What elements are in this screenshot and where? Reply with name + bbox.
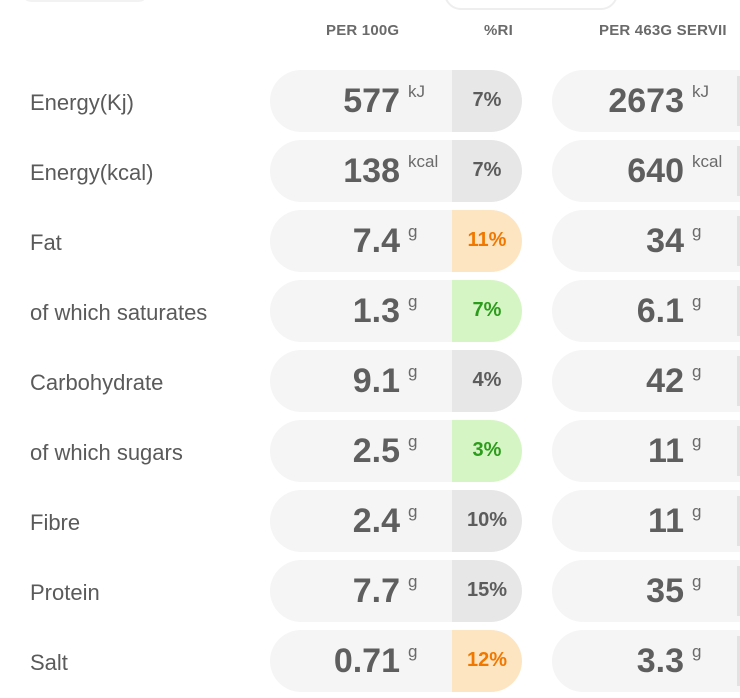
nutrient-row: Carbohydrate 9.1 g 4% 42 g bbox=[0, 350, 740, 412]
per-serving-value: 3.3 bbox=[636, 642, 684, 680]
per-serving-unit: g bbox=[692, 502, 702, 521]
ri-badge: 15% bbox=[452, 560, 522, 622]
per-serving-unit: g bbox=[692, 642, 702, 661]
serving-column-edge bbox=[737, 426, 740, 476]
top-tab-pill[interactable] bbox=[20, 0, 150, 2]
per-100g-value: 9.1 bbox=[352, 362, 400, 400]
nutrient-label: Salt bbox=[30, 650, 68, 675]
per-serving-value: 640 bbox=[627, 152, 684, 190]
per-serving-value: 35 bbox=[646, 572, 684, 610]
nutrient-label: of which saturates bbox=[30, 300, 208, 325]
per-100g-cell: 7.4 g 11% bbox=[270, 210, 522, 272]
per-100g-value: 2.5 bbox=[352, 432, 400, 470]
per-serving-cell: 34 g bbox=[552, 210, 740, 272]
per-100g-value: 0.71 bbox=[333, 642, 400, 680]
serving-column-edge bbox=[737, 76, 740, 126]
per-100g-cell: 7.7 g 15% bbox=[270, 560, 522, 622]
nutrient-row: Energy(kcal) 138 kcal 7% 640 kcal bbox=[0, 140, 740, 202]
nutrient-row: of which sugars 2.5 g 3% 11 g bbox=[0, 420, 740, 482]
per-100g-value: 2.4 bbox=[352, 502, 400, 540]
nutrient-row: Protein 7.7 g 15% 35 g bbox=[0, 560, 740, 622]
ri-badge: 12% bbox=[452, 630, 522, 692]
per-100g-cell: 2.5 g 3% bbox=[270, 420, 522, 482]
per-serving-value: 2673 bbox=[608, 82, 684, 120]
per-100g-unit: g bbox=[408, 432, 418, 451]
per-serving-cell: 42 g bbox=[552, 350, 740, 412]
serving-column-edge bbox=[737, 146, 740, 196]
per-100g-unit: kJ bbox=[408, 82, 425, 101]
nutrient-label: Fat bbox=[30, 230, 62, 255]
serving-column-edge bbox=[737, 356, 740, 406]
per-serving-value: 34 bbox=[646, 222, 684, 260]
nutrient-label: of which sugars bbox=[30, 440, 183, 465]
per-serving-value: 11 bbox=[648, 432, 684, 470]
top-toggle-pill[interactable] bbox=[444, 0, 618, 10]
per-serving-cell: 6.1 g bbox=[552, 280, 740, 342]
per-serving-value: 6.1 bbox=[636, 292, 684, 330]
per-serving-unit: g bbox=[692, 222, 702, 241]
nutrient-row: of which saturates 1.3 g 7% 6.1 g bbox=[0, 280, 740, 342]
ri-badge: 7% bbox=[452, 140, 522, 202]
per-100g-value: 7.7 bbox=[352, 572, 400, 610]
per-serving-unit: g bbox=[692, 572, 702, 591]
per-100g-value: 138 bbox=[343, 152, 400, 190]
per-100g-unit: g bbox=[408, 502, 418, 521]
serving-column-edge bbox=[737, 636, 740, 686]
nutrient-label: Carbohydrate bbox=[30, 370, 164, 395]
per-100g-unit: g bbox=[408, 642, 418, 661]
ri-badge: 7% bbox=[452, 70, 522, 132]
header-per-100g: PER 100G bbox=[326, 22, 400, 39]
per-100g-value: 7.4 bbox=[352, 222, 400, 260]
per-serving-cell: 35 g bbox=[552, 560, 740, 622]
header-per-serving: PER 463G SERVII bbox=[599, 22, 727, 39]
per-100g-cell: 9.1 g 4% bbox=[270, 350, 522, 412]
per-100g-unit: g bbox=[408, 572, 418, 591]
ri-badge: 7% bbox=[452, 280, 522, 342]
nutrient-row: Fibre 2.4 g 10% 11 g bbox=[0, 490, 740, 552]
nutrient-label: Energy(Kj) bbox=[30, 90, 134, 115]
per-serving-unit: kJ bbox=[692, 82, 709, 101]
per-100g-cell: 0.71 g 12% bbox=[270, 630, 522, 692]
header-ri: %RI bbox=[484, 22, 513, 39]
serving-column-edge bbox=[737, 216, 740, 266]
serving-column-edge bbox=[737, 496, 740, 546]
per-serving-cell: 640 kcal bbox=[552, 140, 740, 202]
ri-badge: 11% bbox=[452, 210, 522, 272]
per-serving-value: 11 bbox=[648, 502, 684, 540]
nutrient-row: Fat 7.4 g 11% 34 g bbox=[0, 210, 740, 272]
serving-column-edge bbox=[737, 566, 740, 616]
ri-badge: 4% bbox=[452, 350, 522, 412]
nutrient-row: Salt 0.71 g 12% 3.3 g bbox=[0, 630, 740, 692]
per-100g-value: 1.3 bbox=[352, 292, 400, 330]
ri-badge: 10% bbox=[452, 490, 522, 552]
per-serving-value: 42 bbox=[646, 362, 684, 400]
ri-badge: 3% bbox=[452, 420, 522, 482]
per-serving-unit: g bbox=[692, 362, 702, 381]
per-100g-value: 577 bbox=[343, 82, 400, 120]
per-serving-unit: kcal bbox=[692, 152, 723, 171]
per-100g-cell: 138 kcal 7% bbox=[270, 140, 522, 202]
per-100g-unit: g bbox=[408, 362, 418, 381]
per-serving-unit: g bbox=[692, 292, 702, 311]
nutrient-label: Energy(kcal) bbox=[30, 160, 154, 185]
per-100g-cell: 1.3 g 7% bbox=[270, 280, 522, 342]
per-serving-cell: 2673 kJ bbox=[552, 70, 740, 132]
per-100g-unit: kcal bbox=[408, 152, 439, 171]
nutrient-row: Energy(Kj) 577 kJ 7% 2673 kJ bbox=[0, 70, 740, 132]
serving-column-edge bbox=[737, 286, 740, 336]
per-100g-unit: g bbox=[408, 222, 418, 241]
per-serving-cell: 3.3 g bbox=[552, 630, 740, 692]
per-100g-cell: 2.4 g 10% bbox=[270, 490, 522, 552]
nutrient-label: Protein bbox=[30, 580, 100, 605]
per-serving-unit: g bbox=[692, 432, 702, 451]
per-serving-cell: 11 g bbox=[552, 490, 740, 552]
per-100g-cell: 577 kJ 7% bbox=[270, 70, 522, 132]
nutrient-label: Fibre bbox=[30, 510, 81, 535]
per-serving-cell: 11 g bbox=[552, 420, 740, 482]
per-100g-unit: g bbox=[408, 292, 418, 311]
